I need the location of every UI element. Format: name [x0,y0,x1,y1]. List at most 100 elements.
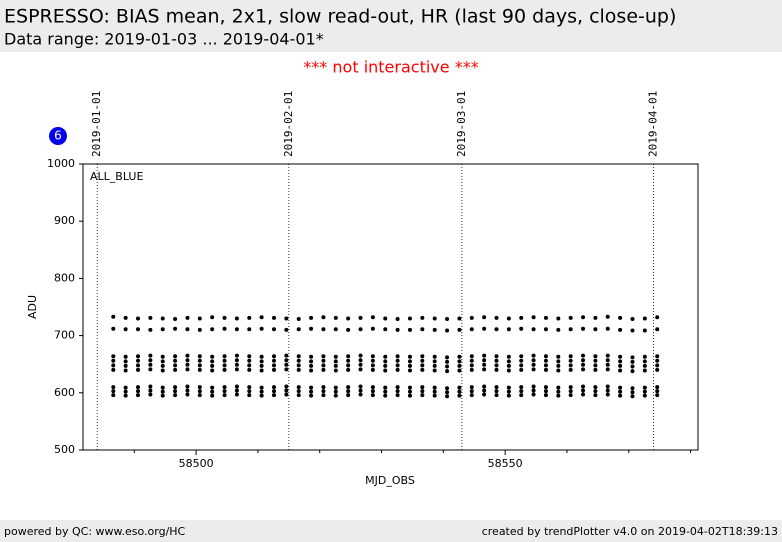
point [222,385,227,390]
point [247,358,252,363]
point [136,316,141,321]
point [259,368,264,373]
point [494,367,499,372]
point [383,368,388,373]
point [123,389,128,394]
point [655,393,660,398]
point [321,367,326,372]
point [568,327,573,332]
point [531,358,536,363]
point [457,354,462,359]
point [123,359,128,364]
point [222,358,227,363]
point [185,358,190,363]
point [506,389,511,394]
point [630,386,635,391]
point [370,389,375,394]
point [457,393,462,398]
point [568,315,573,320]
footer-band [0,520,782,542]
point [173,358,178,363]
point [160,359,165,364]
point [605,384,610,389]
point [185,367,190,372]
point [494,358,499,363]
point [395,317,400,322]
point [197,385,202,390]
point [160,327,165,332]
point [445,364,450,369]
point [136,354,141,359]
point [395,358,400,363]
point [506,354,511,359]
point [346,327,351,332]
point [271,315,276,320]
point [395,354,400,359]
footer-right: created by trendPlotter v4.0 on 2019-04-… [482,525,778,538]
point [420,354,425,359]
point [309,363,314,368]
point [346,385,351,390]
point [284,353,289,358]
point [506,363,511,368]
point [407,327,412,332]
point [296,389,301,394]
point [519,354,524,359]
point [432,327,437,332]
point [581,384,586,389]
point [309,385,314,390]
point [296,367,301,372]
point [395,367,400,372]
point [185,392,190,397]
point [605,392,610,397]
point [593,315,598,320]
point [197,389,202,394]
point [148,327,153,332]
point [197,327,202,332]
point [531,367,536,372]
point [333,354,338,359]
point [309,368,314,373]
point [494,315,499,320]
point [494,393,499,398]
point [346,393,351,398]
point [284,392,289,397]
point [469,389,474,394]
point [309,354,314,359]
x-tick-label: 58500 [179,457,214,470]
badge-circle [49,127,67,145]
point [543,363,548,368]
point [581,392,586,397]
point [123,315,128,320]
point [432,389,437,394]
point [395,385,400,390]
point [457,368,462,373]
point [346,316,351,321]
point [222,363,227,368]
point [383,363,388,368]
point [469,385,474,390]
point [346,363,351,368]
point [234,353,239,358]
point [506,327,511,332]
point [136,393,141,398]
point [568,389,573,394]
point [321,358,326,363]
point [618,389,623,394]
point [358,392,363,397]
point [296,358,301,363]
point [506,316,511,321]
point [642,359,647,364]
point [259,354,264,359]
point [506,385,511,390]
point [655,315,660,320]
point [432,368,437,373]
point [210,385,215,390]
point [445,355,450,360]
point [173,363,178,368]
point [346,354,351,359]
point [630,364,635,369]
point [148,353,153,358]
plot-frame [82,163,699,451]
point [247,327,252,332]
